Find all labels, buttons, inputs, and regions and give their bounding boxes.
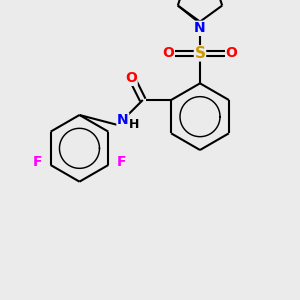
- Text: N: N: [194, 21, 206, 35]
- Text: F: F: [32, 155, 42, 169]
- Text: F: F: [117, 155, 126, 169]
- Text: O: O: [125, 71, 137, 85]
- Text: O: O: [162, 46, 174, 60]
- Text: N: N: [117, 113, 129, 127]
- Text: S: S: [194, 46, 206, 61]
- Text: H: H: [129, 118, 140, 131]
- Text: O: O: [226, 46, 238, 60]
